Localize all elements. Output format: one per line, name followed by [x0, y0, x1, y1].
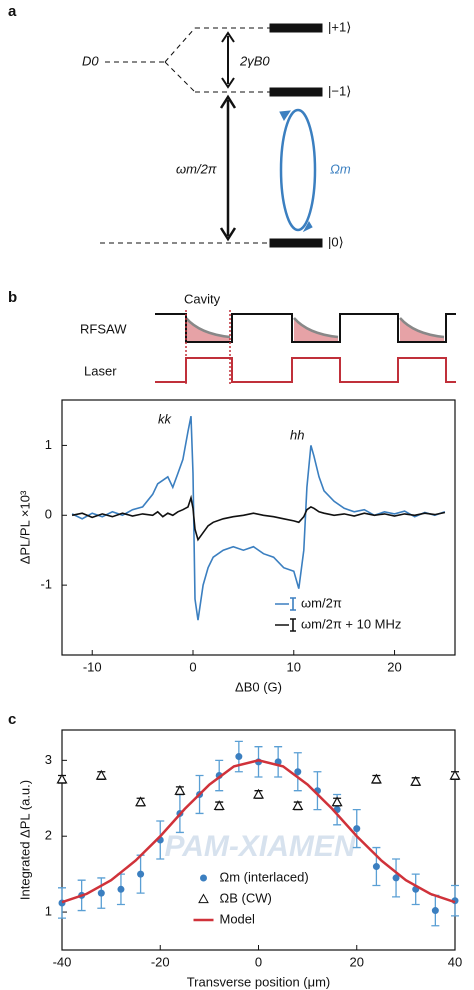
x-tick-label: -10: [83, 659, 102, 674]
x-tick-label: 20: [387, 659, 401, 674]
data-point: [97, 889, 105, 897]
legend-label: ωm/2π: [301, 595, 342, 610]
legend-label: Ωm (interlaced): [220, 869, 309, 884]
x-axis-label: Transverse position (μm): [187, 974, 331, 989]
rf-label: RFSAW: [80, 321, 127, 336]
data-point: [370, 773, 382, 784]
legend-label: ωm/2π + 10 MHz: [301, 616, 401, 631]
data-point: [95, 769, 107, 780]
cavity-label: Cavity: [184, 291, 221, 306]
data-point: [174, 784, 186, 795]
timing-diagram: [155, 310, 456, 384]
x-tick-label: 10: [287, 659, 301, 674]
data-point: [392, 874, 400, 882]
watermark: PAM-XIAMEN: [164, 830, 356, 863]
data-point: [449, 769, 461, 780]
y-tick-label: 2: [45, 828, 52, 843]
legend-label: Model: [220, 911, 256, 926]
y-tick-label: 1: [45, 437, 52, 452]
level-label: |+1⟩: [328, 19, 351, 34]
y-tick-label: 0: [45, 507, 52, 522]
y-axis-label: ΔPL/PL ×10³: [17, 490, 32, 564]
data-line: [61, 759, 456, 904]
x-tick-label: 40: [448, 954, 462, 969]
panel-label: c: [8, 711, 16, 728]
annotation: kk: [158, 411, 173, 426]
legend-key: [200, 874, 207, 882]
data-point: [56, 773, 68, 784]
level-label: |−1⟩: [328, 83, 351, 98]
x-tick-label: 0: [255, 954, 262, 969]
transition-label: ωm/2π: [176, 161, 217, 176]
drive-label: Ωm: [330, 161, 351, 176]
energy-diagram: [100, 23, 323, 248]
data-point: [117, 885, 125, 893]
data-point: [372, 863, 380, 871]
panel-label: b: [8, 289, 17, 306]
data-line: [71, 494, 446, 542]
legend-key: [198, 893, 209, 904]
panel-label: a: [8, 3, 17, 20]
x-tick-label: -20: [151, 954, 170, 969]
x-tick-label: 0: [189, 659, 196, 674]
laser-label: Laser: [84, 363, 117, 378]
x-tick-label: 20: [350, 954, 364, 969]
data-point: [135, 796, 147, 807]
data-point: [292, 800, 304, 811]
y-tick-label: -1: [40, 577, 52, 592]
data-point: [410, 775, 422, 786]
legend-label: ΩB (CW): [220, 890, 272, 905]
y-tick-label: 1: [45, 904, 52, 919]
data-point: [137, 870, 145, 878]
level-label: D0: [82, 53, 99, 68]
annotation: hh: [290, 427, 304, 442]
splitting-label: 2γB0: [239, 53, 270, 68]
x-axis-label: ΔB0 (G): [235, 679, 282, 694]
data-line: [71, 415, 446, 621]
level-label: |0⟩: [328, 234, 344, 249]
data-point: [213, 800, 225, 811]
data-point: [431, 907, 439, 915]
x-tick-label: -40: [53, 954, 72, 969]
data-point: [235, 753, 243, 761]
legend-key: [275, 597, 296, 611]
y-tick-label: 3: [45, 752, 52, 767]
data-point: [331, 796, 343, 807]
data-point: [353, 825, 361, 833]
legend-key: [275, 618, 296, 632]
data-point: [252, 788, 265, 799]
data-point: [294, 768, 302, 776]
y-axis-label: Integrated ΔPL (a.u.): [17, 780, 32, 900]
plot-frame: [61, 399, 456, 656]
